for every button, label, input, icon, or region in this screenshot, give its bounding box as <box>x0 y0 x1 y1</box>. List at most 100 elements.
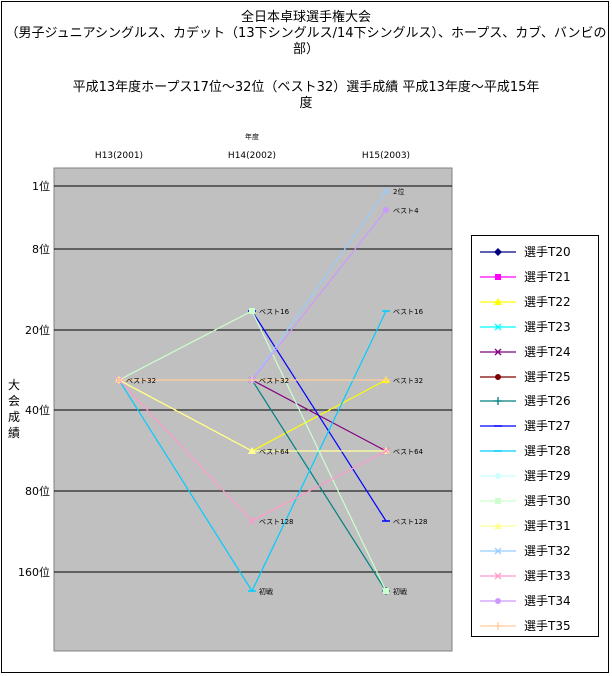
data-point <box>382 376 390 384</box>
legend-item: 選手T21 <box>472 266 600 291</box>
legend-marker <box>494 323 502 331</box>
data-label: ベスト4 <box>393 207 419 215</box>
legend-marker <box>495 373 501 380</box>
data-point <box>248 447 256 454</box>
legend-swatch <box>480 521 516 529</box>
legend-swatch <box>480 473 516 480</box>
legend-label: 選手T24 <box>524 344 571 359</box>
data-label: 初戦 <box>259 587 273 596</box>
y-axis-label-char-3: 成 <box>8 410 21 424</box>
legend-label: 選手T28 <box>524 444 571 459</box>
data-label: ベスト128 <box>259 518 294 526</box>
series-line <box>251 310 387 522</box>
data-label: ベスト64 <box>393 448 424 456</box>
legend-item: 選手T32 <box>472 540 600 565</box>
data-point <box>382 187 390 195</box>
y-tick-label: 1位 <box>32 179 50 193</box>
legend-swatch <box>480 348 516 356</box>
legend-item: 選手T23 <box>472 316 600 341</box>
legend-marker <box>494 572 502 580</box>
legend-item: 選手T26 <box>472 390 600 415</box>
legend-swatch <box>480 273 516 280</box>
data-label: ベスト128 <box>393 518 428 526</box>
legend-label: 選手T34 <box>524 593 571 608</box>
data-label: ベスト32 <box>259 377 289 385</box>
data-label: 初戦 <box>393 587 407 596</box>
data-label: ベスト32 <box>393 377 423 385</box>
y-tick-label: 40位 <box>25 403 50 417</box>
legend-label: 選手T32 <box>524 543 571 558</box>
data-label: ベスト64 <box>259 448 290 456</box>
legend-swatch <box>480 323 516 331</box>
data-point <box>249 308 255 314</box>
y-tick-label: 80位 <box>25 484 50 498</box>
y-tick-label: 8位 <box>32 242 50 256</box>
legend-item: 選手T25 <box>472 366 600 391</box>
x-tick-label: H14(2002) <box>228 151 276 161</box>
series-line <box>251 209 387 381</box>
legend-item: 選手T35 <box>472 615 600 640</box>
legend-marker <box>494 521 502 529</box>
legend-marker <box>494 248 502 256</box>
legend-label: 選手T27 <box>524 419 571 434</box>
y-axis-label-char-4: 績 <box>8 426 21 440</box>
legend-marker <box>495 597 501 604</box>
chart-title-line-4: 平成13年度ホープス17位～32位（ベスト32）選手成績 平成13年度～平成15… <box>72 80 540 95</box>
data-point <box>248 517 256 525</box>
legend-label: 選手T21 <box>524 269 571 284</box>
legend-swatch <box>480 597 516 604</box>
legend-label: 選手T22 <box>524 294 571 309</box>
legend-swatch <box>480 397 516 406</box>
legend-swatch <box>480 248 516 256</box>
legend-marker <box>494 397 502 406</box>
legend-item: 選手T24 <box>472 341 600 366</box>
x-tick-label: H15(2003) <box>362 151 410 161</box>
y-axis-label-char-1: 大 <box>8 378 21 392</box>
legend-marker <box>495 273 501 280</box>
legend-swatch <box>480 425 516 428</box>
legend-item: 選手T22 <box>472 291 600 316</box>
legend-marker <box>494 621 502 630</box>
legend-swatch <box>480 547 516 555</box>
legend-item: 選手T28 <box>472 440 600 465</box>
series-line <box>251 190 387 381</box>
legend: 選手T20 選手T21 選手T22 選手T23 選手T24 選手T25 選手T26 選手T27… <box>471 235 599 637</box>
legend-swatch <box>480 297 516 305</box>
data-label: ベスト16 <box>393 308 424 316</box>
legend-label: 選手T35 <box>524 618 571 633</box>
legend-label: 選手T26 <box>524 394 571 409</box>
legend-item: 選手T27 <box>472 415 600 440</box>
legend-swatch <box>480 373 516 380</box>
legend-swatch <box>480 498 516 504</box>
data-point <box>383 588 389 594</box>
data-point <box>382 447 390 455</box>
legend-label: 選手T25 <box>524 369 571 384</box>
data-label: 2位 <box>393 187 404 196</box>
legend-item: 選手T34 <box>472 590 600 615</box>
legend-label: 選手T31 <box>524 518 571 533</box>
data-point <box>115 376 123 384</box>
legend-label: 選手T23 <box>524 319 571 334</box>
chart-title-line-2: （男子ジュニアシングルス、カデット（13下シングルス/14下シングルス）、ホープ… <box>5 26 607 41</box>
legend-marker <box>495 498 501 504</box>
legend-label: 選手T20 <box>524 245 571 259</box>
data-point <box>248 376 256 384</box>
legend-item: 選手T31 <box>472 515 600 540</box>
chart-title-line-5: 度 <box>299 96 313 111</box>
legend-label: 選手T33 <box>524 568 571 583</box>
legend-swatch <box>480 450 516 452</box>
data-point <box>383 207 389 213</box>
legend-label: 選手T30 <box>524 494 571 508</box>
legend-label: 選手T29 <box>524 469 571 484</box>
legend-marker <box>494 297 502 305</box>
legend-item: 選手T20 <box>472 241 600 266</box>
legend-swatch <box>480 621 516 630</box>
series-選手T35 <box>115 376 390 384</box>
legend-item: 選手T30 <box>472 490 600 515</box>
legend-marker <box>494 547 502 555</box>
y-tick-label: 160位 <box>18 565 50 579</box>
chart-title-line-3: 部） <box>292 42 319 57</box>
x-axis-label: 年度 <box>245 132 259 141</box>
